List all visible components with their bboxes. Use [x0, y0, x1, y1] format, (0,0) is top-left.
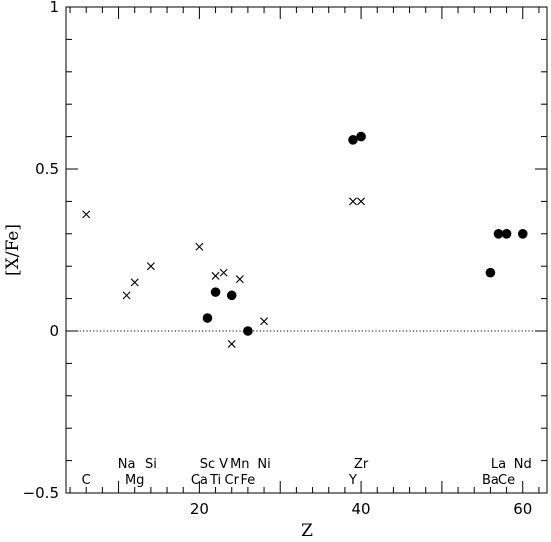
- filled-circle-marker: [485, 267, 496, 278]
- element-symbol-label: Fe: [241, 473, 256, 488]
- y-tick-label: −0.5: [23, 484, 59, 502]
- filled-circle-marker: [202, 313, 213, 323]
- filled-circle-marker: [517, 229, 528, 239]
- cross-marker: [348, 197, 357, 206]
- element-symbol-label: C: [82, 473, 91, 488]
- x-tick-label: 60: [513, 500, 532, 518]
- cross-marker: [146, 262, 155, 271]
- y-tick-label: 1: [49, 0, 59, 16]
- plot-frame: [65, 6, 548, 494]
- element-symbol-label: Mn: [230, 457, 249, 472]
- element-symbol-label: Ba: [482, 473, 499, 488]
- element-symbol-label: Sc: [200, 457, 215, 472]
- axis-ticks: [66, 6, 547, 494]
- cross-marker: [260, 317, 269, 326]
- cross-marker: [122, 291, 131, 300]
- element-symbol-label: Y: [348, 473, 357, 488]
- x-tick-label: 20: [190, 500, 209, 518]
- element-symbol-label: Na: [118, 457, 136, 472]
- cross-marker: [195, 242, 204, 251]
- element-symbol-label: Mg: [125, 473, 144, 488]
- filled-circle-marker: [243, 326, 253, 336]
- cross-marker: [82, 210, 91, 219]
- element-symbol-label: V: [219, 457, 228, 472]
- filled-circle-marker: [356, 131, 366, 142]
- element-symbol-label: La: [491, 457, 506, 472]
- data-points: [82, 131, 528, 348]
- y-tick-label: 0.5: [35, 160, 59, 178]
- x-axis-title: Z: [301, 521, 313, 541]
- y-tick-label: 0: [49, 322, 59, 340]
- element-symbol-label: Zr: [354, 457, 369, 472]
- filled-circle-marker: [501, 229, 512, 239]
- element-symbol-label: Ce: [498, 473, 515, 488]
- cross-marker: [357, 197, 366, 206]
- cross-marker: [130, 278, 139, 287]
- cross-marker: [219, 268, 228, 277]
- filled-circle-marker: [226, 290, 237, 301]
- cross-marker: [227, 339, 236, 348]
- element-symbol-label: Nd: [514, 457, 532, 472]
- element-symbol-label: Ca: [191, 473, 208, 488]
- x-tick-labels: 20 40 60: [190, 500, 532, 518]
- x-tick-label: 40: [352, 500, 371, 518]
- element-symbol-label: Ti: [209, 473, 221, 488]
- filled-circle-marker: [493, 229, 504, 239]
- element-symbol-label: Ni: [257, 457, 270, 472]
- filled-circle-marker: [210, 287, 221, 297]
- cross-marker: [211, 271, 220, 280]
- element-symbol-label: Si: [145, 457, 157, 472]
- y-tick-labels: −0.5 0 0.5 1: [23, 0, 59, 502]
- element-symbol-label: Cr: [225, 473, 240, 488]
- y-axis-title: [X/Fe]: [3, 224, 23, 276]
- filled-circle-marker: [348, 135, 358, 145]
- cross-marker: [235, 275, 244, 284]
